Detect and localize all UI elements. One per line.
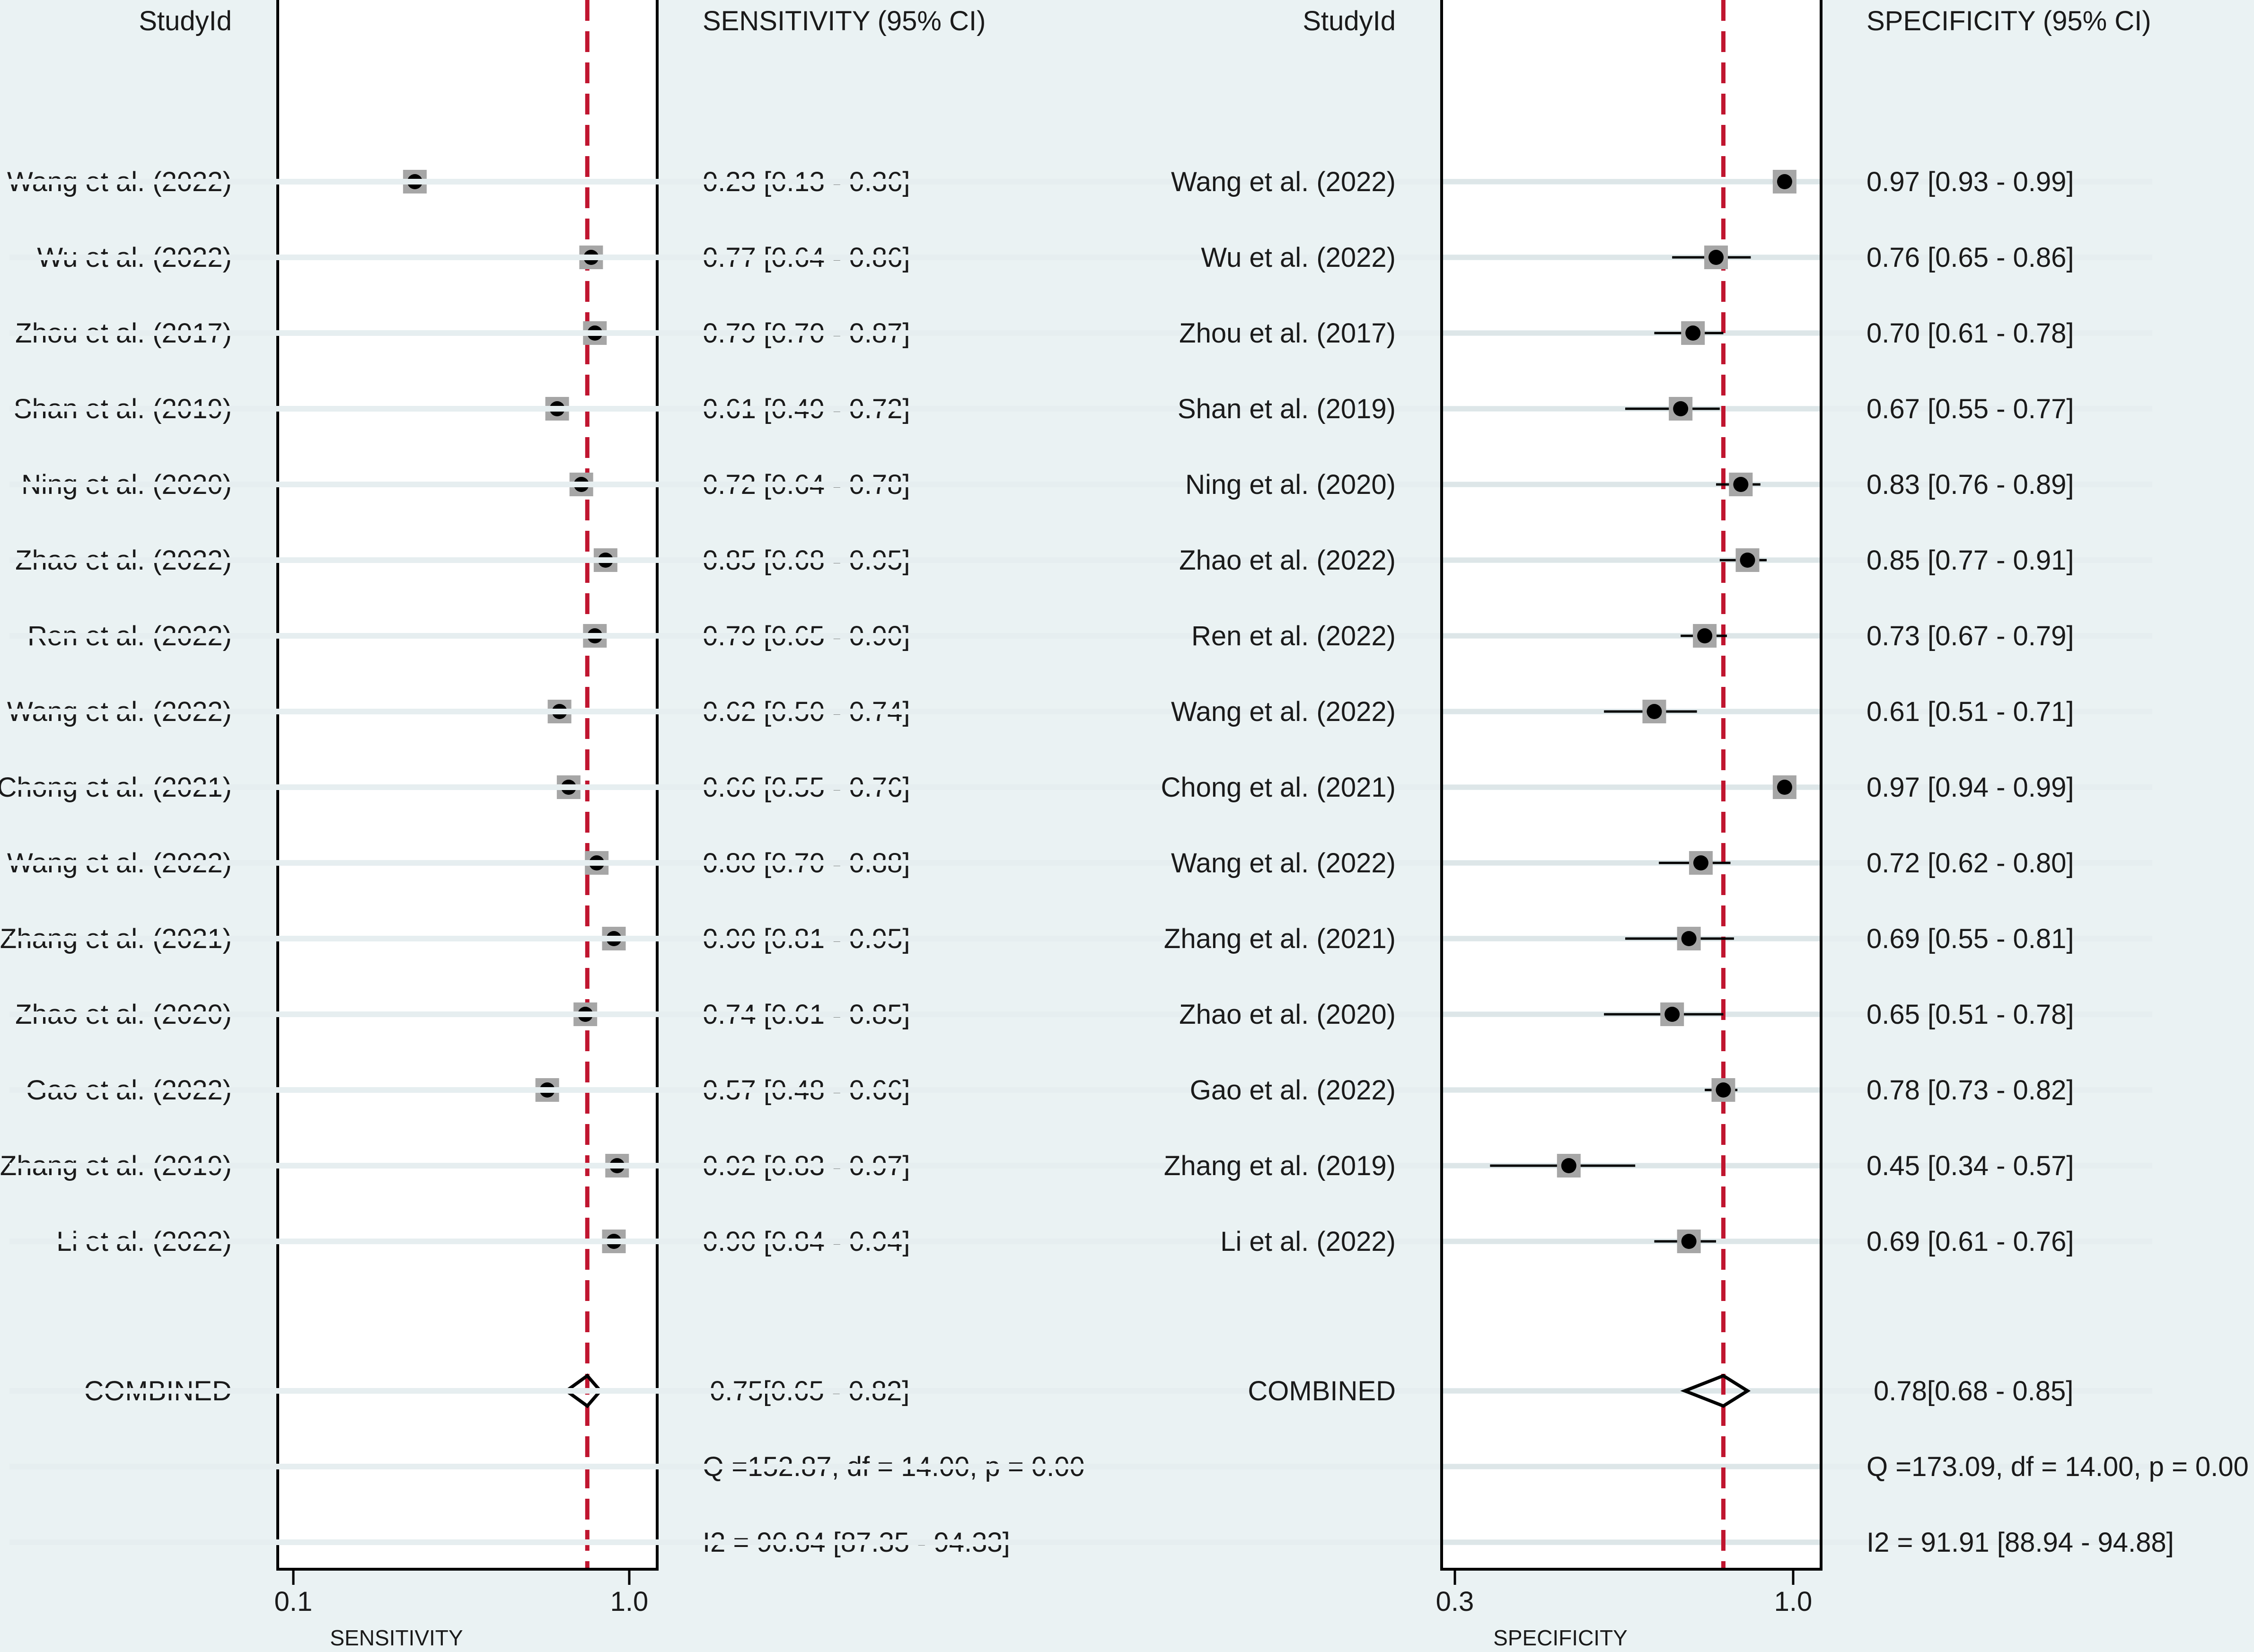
study-estimate-text: 0.67 [0.55 - 0.77]	[1867, 394, 2074, 424]
study-estimate-text: 0.65 [0.51 - 0.78]	[1867, 999, 2074, 1030]
study-label: Gao et al. (2022)	[1190, 1075, 1396, 1106]
study-label: Wang et al. (2022)	[1171, 848, 1396, 879]
study-estimate-text: 0.61 [0.51 - 0.71]	[1867, 696, 2074, 727]
study-point-estimate	[1664, 1007, 1680, 1022]
study-label: Ren et al. (2022)	[1191, 621, 1396, 651]
study-point-estimate	[1740, 553, 1755, 568]
study-estimate-text: 0.45 [0.34 - 0.57]	[1867, 1151, 2074, 1181]
study-point-estimate	[1681, 931, 1697, 946]
study-label: Zhou et al. (2017)	[1179, 318, 1396, 349]
heterogeneity-q-text: Q =173.09, df = 14.00, p = 0.00	[1867, 1451, 2249, 1482]
study-estimate-text: 0.78 [0.73 - 0.82]	[1867, 1075, 2074, 1106]
study-estimate-text: 0.70 [0.61 - 0.78]	[1867, 318, 2074, 349]
study-estimate-text: 0.72 [0.62 - 0.80]	[1867, 848, 2074, 879]
combined-diamond	[1680, 1374, 1751, 1408]
study-estimate-text: 0.69 [0.55 - 0.81]	[1867, 923, 2074, 954]
study-estimate-text: 0.85 [0.77 - 0.91]	[1867, 545, 2074, 576]
study-id-header: StudyId	[1303, 6, 1396, 36]
study-estimate-text: 0.83 [0.76 - 0.89]	[1867, 469, 2074, 500]
study-label: Zhang et al. (2021)	[1164, 923, 1396, 954]
study-point-estimate	[1716, 1082, 1731, 1098]
study-label: Zhao et al. (2022)	[1179, 545, 1396, 576]
study-point-estimate	[1693, 855, 1708, 870]
study-point-estimate	[1561, 1158, 1576, 1173]
study-point-estimate	[1697, 628, 1713, 643]
x-axis-title: SPECIFICITY	[1493, 1626, 1628, 1650]
study-point-estimate	[1708, 250, 1724, 265]
value-column-header: SPECIFICITY (95% CI)	[1867, 6, 2151, 36]
study-estimate-text: 0.73 [0.67 - 0.79]	[1867, 621, 2074, 651]
study-label: Wu et al. (2022)	[1201, 242, 1396, 273]
plot-frame	[276, 0, 659, 1571]
study-label: Zhang et al. (2019)	[1164, 1151, 1396, 1181]
study-estimate-text: 0.76 [0.65 - 0.86]	[1867, 242, 2074, 273]
study-point-estimate	[1777, 780, 1792, 795]
heterogeneity-i2-text: I2 = 91.91 [88.94 - 94.88]	[1867, 1527, 2174, 1558]
x-axis-tick-label: 0.3	[1436, 1586, 1474, 1617]
study-point-estimate	[1733, 477, 1749, 492]
combined-label: COMBINED	[1248, 1376, 1396, 1406]
study-point-estimate	[1646, 704, 1662, 719]
study-id-header: StudyId	[139, 6, 232, 36]
study-estimate-text: 0.69 [0.61 - 0.76]	[1867, 1226, 2074, 1257]
study-label: Li et al. (2022)	[1220, 1226, 1396, 1257]
sensitivity-panel: StudyId SENSITIVITY (95% CI)Wang et al. (…	[0, 0, 1085, 1650]
study-label: Zhao et al. (2020)	[1179, 999, 1396, 1030]
study-point-estimate	[1685, 325, 1701, 341]
study-label: Chong et al. (2021)	[1161, 772, 1396, 803]
study-estimate-text: 0.97 [0.93 - 0.99]	[1867, 167, 2074, 197]
value-column-header: SENSITIVITY (95% CI)	[703, 6, 986, 36]
study-estimate-text: 0.97 [0.94 - 0.99]	[1867, 772, 2074, 803]
study-label: Wang et al. (2022)	[1171, 167, 1396, 197]
study-point-estimate	[1777, 174, 1792, 189]
study-point-estimate	[1681, 1234, 1697, 1249]
study-point-estimate	[1673, 401, 1689, 416]
x-axis-tick-label: 1.0	[1774, 1586, 1813, 1617]
x-axis-tick-label: 0.1	[274, 1586, 313, 1617]
x-axis-title: SENSITIVITY	[330, 1626, 463, 1650]
specificity-panel: StudyId SPECIFICITY (95% CI) Wang et al. (…	[9, 0, 2249, 1650]
combined-estimate-text: 0.78[0.68 - 0.85]	[1874, 1376, 2073, 1406]
study-label: Shan et al. (2019)	[1178, 394, 1396, 424]
plot-frame	[1440, 0, 1823, 1571]
x-axis-tick-label: 1.0	[610, 1586, 649, 1617]
study-label: Wang et al. (2022)	[1171, 696, 1396, 727]
study-label: Ning et al. (2020)	[1185, 469, 1396, 500]
